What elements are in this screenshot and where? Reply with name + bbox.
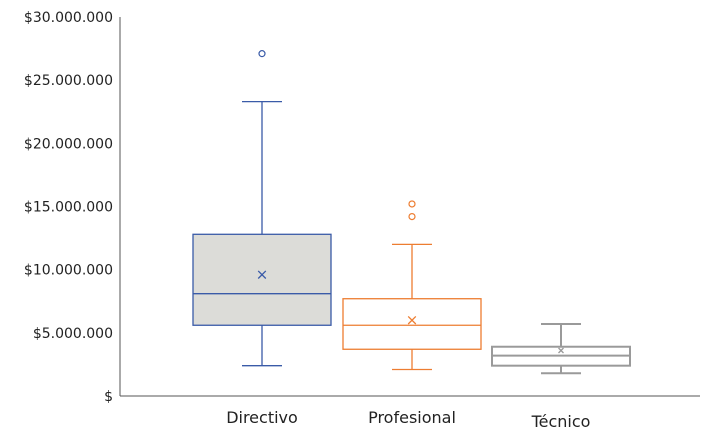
mean-marker [257, 270, 267, 279]
mean-marker [558, 347, 564, 354]
box-profesional [342, 200, 482, 371]
box-tcnico [491, 322, 631, 375]
outlier-point [408, 213, 416, 221]
y-tick-label: $25.000.000 [24, 73, 113, 89]
labels: $ $5.000.000 $10.000.000 $15.000.000 $20.000… [24, 10, 591, 431]
outlier-point [258, 50, 266, 58]
y-tick-label: $10.000.000 [24, 263, 113, 279]
iqr-box [342, 298, 482, 350]
outlier-point [408, 200, 416, 208]
box-directivo [192, 50, 332, 367]
y-tick-label: $30.000.000 [24, 10, 113, 26]
x-category-label: Técnico [531, 412, 591, 431]
iqr-box [192, 233, 332, 326]
y-tick-label: $ [104, 389, 113, 405]
boxes [192, 50, 631, 375]
mean-marker [407, 315, 417, 325]
axes [119, 17, 700, 397]
x-category-label: Directivo [226, 408, 298, 427]
x-category-label: Profesional [368, 408, 456, 427]
y-tick-label: $5.000.000 [33, 326, 113, 342]
y-tick-label: $15.000.000 [24, 200, 113, 216]
y-tick-label: $20.000.000 [24, 136, 113, 152]
